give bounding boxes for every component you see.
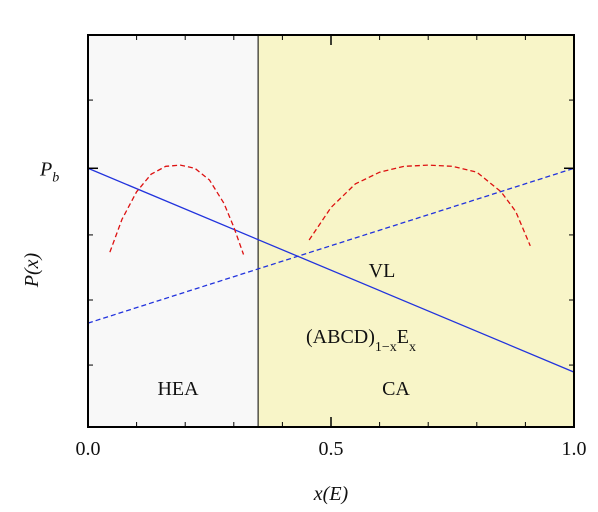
- annotation: (ABCD)1−xEx: [306, 326, 416, 355]
- x-tick-label: 1.0: [562, 438, 587, 460]
- region: [88, 35, 259, 427]
- annotation-sub: 1−x: [375, 340, 397, 355]
- annotation: HEA: [157, 378, 199, 400]
- line: [109, 164, 245, 255]
- x-tick-label: 0.5: [319, 438, 344, 460]
- y-tick-label-sub: b: [52, 170, 59, 185]
- annotation-part: (ABCD): [306, 326, 375, 348]
- annotation: CA: [382, 378, 410, 400]
- region: [258, 35, 574, 427]
- plot: 0.0 0.5 1.0 Pb: [39, 34, 587, 460]
- line: [87, 167, 575, 324]
- y-axis-label: P(x): [21, 252, 43, 288]
- annotation: VL: [369, 260, 396, 282]
- annotation-part: E: [397, 326, 409, 348]
- annotation-sub: x: [409, 340, 416, 355]
- x-tick-label: 0.0: [76, 438, 101, 460]
- y-tick-label-main: P: [39, 158, 52, 180]
- line: [87, 167, 575, 373]
- x-axis-label: x(E): [313, 483, 349, 505]
- y-tick-label: Pb: [39, 158, 59, 185]
